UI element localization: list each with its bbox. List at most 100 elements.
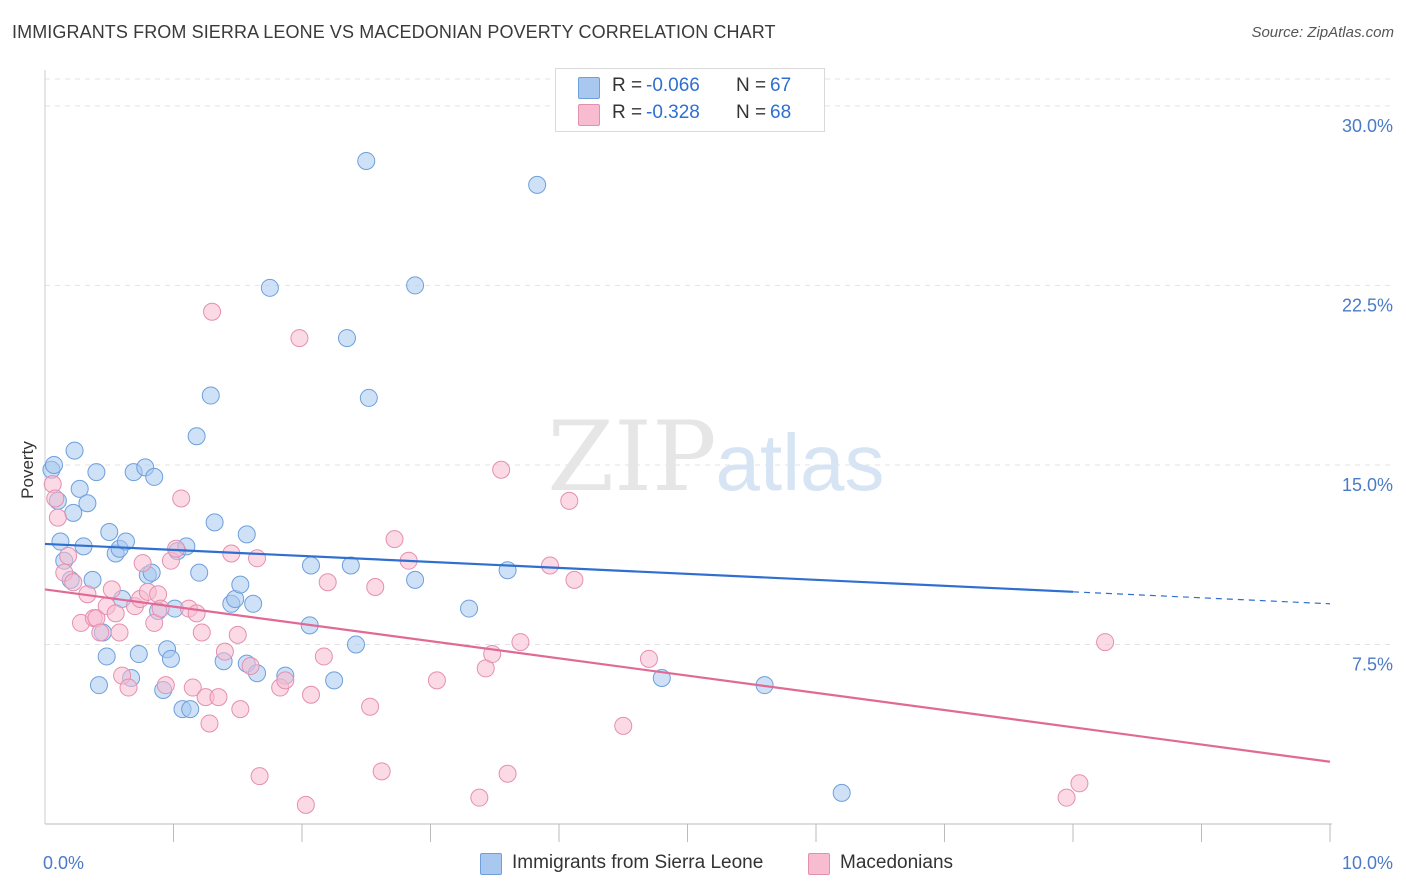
point-macedonians <box>215 642 234 661</box>
point-macedonians <box>203 302 222 321</box>
point-macedonians <box>318 573 337 592</box>
point-macedonians <box>48 508 67 527</box>
legend-swatch-macedonians <box>578 104 600 126</box>
point-sierra-leone <box>406 276 425 295</box>
point-macedonians <box>427 671 446 690</box>
bottom-legend-label: Immigrants from Sierra Leone <box>512 852 764 873</box>
point-macedonians <box>183 678 202 697</box>
point-macedonians <box>614 716 633 735</box>
point-macedonians <box>91 623 110 642</box>
y-axis-label: Poverty <box>18 441 37 499</box>
y-tick-label: 15.0% <box>1342 475 1393 495</box>
point-sierra-leone <box>460 599 479 618</box>
trend-line-extension <box>1072 591 1331 605</box>
point-macedonians <box>102 580 121 599</box>
point-macedonians <box>565 570 584 589</box>
point-macedonians <box>276 671 295 690</box>
trend-line-macedonians <box>44 588 1331 763</box>
legend-r-label: R = <box>612 75 643 96</box>
point-macedonians <box>498 764 517 783</box>
point-sierra-leone <box>357 151 376 170</box>
point-sierra-leone <box>129 645 148 664</box>
source-label: Source: ZipAtlas.com <box>1251 24 1394 41</box>
point-sierra-leone <box>190 563 209 582</box>
axes <box>44 70 1332 842</box>
point-macedonians <box>248 549 267 568</box>
x-tick-label: 10.0% <box>1342 853 1393 873</box>
legend-swatch-sierra-leone <box>578 77 600 99</box>
point-sierra-leone <box>78 494 97 513</box>
point-macedonians <box>192 623 211 642</box>
point-macedonians <box>1070 774 1089 793</box>
point-macedonians <box>314 647 333 666</box>
point-sierra-leone <box>100 522 119 541</box>
point-macedonians <box>492 460 511 479</box>
chart-title: IMMIGRANTS FROM SIERRA LEONE VS MACEDONI… <box>12 22 776 42</box>
point-sierra-leone <box>231 575 250 594</box>
point-sierra-leone <box>301 556 320 575</box>
point-macedonians <box>64 573 83 592</box>
y-tick-label: 22.5% <box>1342 295 1393 315</box>
stats-legend: R = -0.066 N = 67 R = -0.328 N = 68 <box>555 68 825 132</box>
point-macedonians <box>560 491 579 510</box>
point-sierra-leone <box>406 570 425 589</box>
point-macedonians <box>301 685 320 704</box>
point-sierra-leone <box>341 556 360 575</box>
point-macedonians <box>372 762 391 781</box>
point-macedonians <box>385 530 404 549</box>
point-macedonians <box>106 604 125 623</box>
point-macedonians <box>231 700 250 719</box>
point-sierra-leone <box>187 427 206 446</box>
legend-r-value: -0.066 <box>646 75 700 96</box>
point-macedonians <box>110 623 129 642</box>
point-macedonians <box>639 649 658 668</box>
point-macedonians <box>200 714 219 733</box>
point-sierra-leone <box>528 175 547 194</box>
point-macedonians <box>541 556 560 575</box>
point-macedonians <box>209 688 228 707</box>
bottom-legend-label: Macedonians <box>840 852 954 873</box>
watermark-atlas: atlas <box>716 418 885 507</box>
point-sierra-leone <box>87 463 106 482</box>
point-macedonians <box>511 633 530 652</box>
point-sierra-leone <box>346 635 365 654</box>
point-sierra-leone <box>97 647 116 666</box>
point-sierra-leone <box>44 455 63 474</box>
point-macedonians <box>290 329 309 348</box>
legend-n-value: 67 <box>770 75 792 96</box>
point-sierra-leone <box>161 649 180 668</box>
point-sierra-leone <box>201 386 220 405</box>
point-macedonians <box>228 625 247 644</box>
point-macedonians <box>250 767 269 786</box>
point-sierra-leone <box>359 388 378 407</box>
legend-r-label: R = <box>612 102 643 123</box>
point-sierra-leone <box>244 594 263 613</box>
point-macedonians <box>59 546 78 565</box>
point-macedonians <box>119 678 138 697</box>
legend-n-label: N = <box>736 102 767 123</box>
y-tick-label: 30.0% <box>1342 116 1393 136</box>
point-macedonians <box>241 657 260 676</box>
point-sierra-leone <box>325 671 344 690</box>
grid-lines <box>45 78 1395 645</box>
point-sierra-leone <box>145 467 164 486</box>
watermark-zip: ZIP <box>547 401 716 513</box>
point-sierra-leone <box>205 513 224 532</box>
point-macedonians <box>361 697 380 716</box>
point-macedonians <box>151 599 170 618</box>
point-macedonians <box>1096 633 1115 652</box>
trend-lines <box>44 542 1331 763</box>
point-sierra-leone <box>260 278 279 297</box>
point-sierra-leone <box>89 676 108 695</box>
point-macedonians <box>46 489 65 508</box>
point-sierra-leone <box>832 783 851 802</box>
point-sierra-leone <box>337 329 356 348</box>
point-macedonians <box>172 489 191 508</box>
point-sierra-leone <box>116 532 135 551</box>
point-macedonians <box>366 578 385 597</box>
legend-r-value: -0.328 <box>646 102 700 123</box>
point-sierra-leone <box>237 525 256 544</box>
tick-labels: 7.5% 15.0% 22.5% 30.0% 0.0% 10.0% <box>43 116 1393 873</box>
point-macedonians <box>156 676 175 695</box>
